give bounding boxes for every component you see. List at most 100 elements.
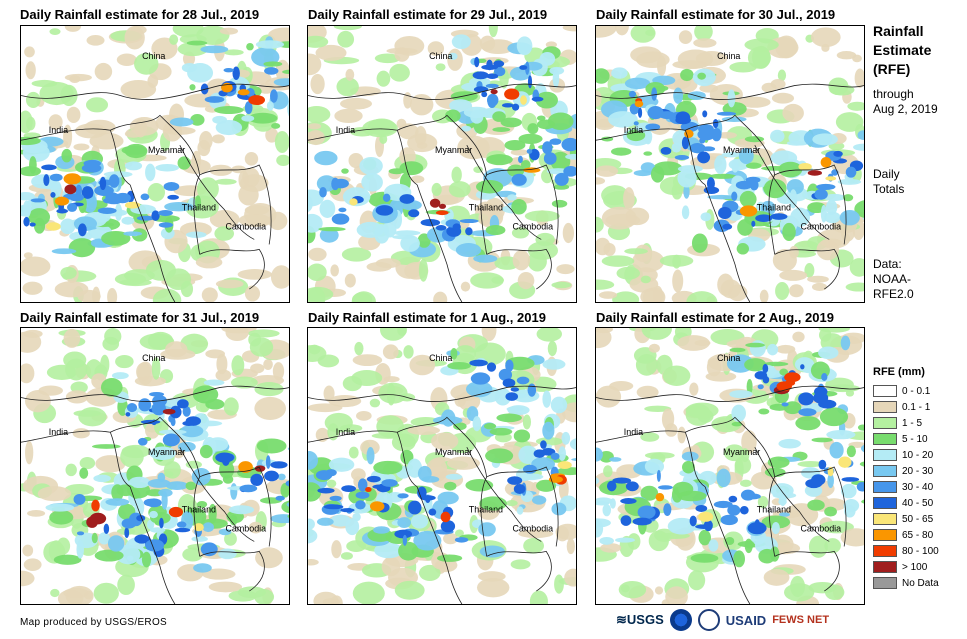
legend-label: 30 - 40 <box>902 481 934 493</box>
legend-swatch <box>873 561 897 573</box>
legend-item: 80 - 100 <box>873 543 939 559</box>
country-borders <box>21 385 289 604</box>
legend-item: 20 - 30 <box>873 463 939 479</box>
legend-swatch <box>873 465 897 477</box>
map-label-myanmar: Myanmar <box>435 447 472 457</box>
usgs-logo: ≋USGS <box>616 612 664 627</box>
noaa-logo <box>669 609 692 631</box>
map-panel: China India Myanmar Thailand Cambodia <box>307 327 577 605</box>
map-label-india: India <box>49 427 68 437</box>
map-label-myanmar: Myanmar <box>435 145 472 155</box>
map-label-china: China <box>142 51 165 61</box>
legend-swatch <box>873 401 897 413</box>
legend-item: No Data <box>873 575 939 591</box>
legend-item: 10 - 20 <box>873 447 939 463</box>
legend-label: 20 - 30 <box>902 465 934 477</box>
legend-item: > 100 <box>873 559 939 575</box>
map-label-cambodia: Cambodia <box>512 222 553 232</box>
panel-title-3: Daily Rainfall estimate for 30 Jul., 201… <box>596 7 836 22</box>
map-credit: Map produced by USGS/EROS <box>20 617 168 628</box>
sidebar-daily-totals: Daily Totals <box>873 167 905 196</box>
legend-label: 50 - 65 <box>902 513 934 525</box>
map-label-china: China <box>142 353 165 363</box>
country-borders <box>21 83 289 302</box>
legend-swatch <box>873 385 897 397</box>
map-label-thailand: Thailand <box>182 505 216 515</box>
legend-label: 40 - 50 <box>902 497 934 509</box>
country-borders <box>596 83 864 302</box>
map-panel: China India Myanmar Thailand Cambodia <box>20 327 290 605</box>
sidebar-through-date: through Aug 2, 2019 <box>873 87 938 116</box>
map-panel: China India Myanmar Thailand Cambodia <box>595 25 865 303</box>
legend-label: 0.1 - 1 <box>902 401 931 413</box>
legend-swatch <box>873 449 897 461</box>
map-label-india: India <box>624 125 643 135</box>
map-label-thailand: Thailand <box>757 203 791 213</box>
map-label-china: China <box>717 353 740 363</box>
legend-item: 30 - 40 <box>873 479 939 495</box>
legend-swatch <box>873 545 897 557</box>
map-label-china: China <box>717 51 740 61</box>
map-panel: China India Myanmar Thailand Cambodia <box>20 25 290 303</box>
sidebar-title: Rainfall Estimate (RFE) <box>873 23 932 77</box>
legend-swatch <box>873 497 897 509</box>
map-panel: China India Myanmar Thailand Cambodia <box>307 25 577 303</box>
legend-item: 50 - 65 <box>873 511 939 527</box>
map-label-india: India <box>49 125 68 135</box>
rainfall-map: China India Myanmar Thailand Cambodia <box>21 328 289 604</box>
map-label-myanmar: Myanmar <box>148 145 185 155</box>
country-borders <box>596 385 864 604</box>
legend-label: 1 - 5 <box>902 417 923 429</box>
rainfall-map: China India Myanmar Thailand Cambodia <box>596 26 864 302</box>
map-label-cambodia: Cambodia <box>512 524 553 534</box>
panel-title-1: Daily Rainfall estimate for 28 Jul., 201… <box>20 7 260 22</box>
map-label-cambodia: Cambodia <box>225 222 266 232</box>
rainfall-map: China India Myanmar Thailand Cambodia <box>596 328 864 604</box>
legend-label: 0 - 0.1 <box>902 385 931 397</box>
legend-label: 10 - 20 <box>902 449 934 461</box>
legend-item: 1 - 5 <box>873 415 939 431</box>
usaid-logo: USAID <box>725 612 767 628</box>
legend-label: > 100 <box>902 561 928 573</box>
map-label-thailand: Thailand <box>469 505 503 515</box>
rainfall-map: China India Myanmar Thailand Cambodia <box>21 26 289 302</box>
map-label-thailand: Thailand <box>469 203 503 213</box>
legend-item: 5 - 10 <box>873 431 939 447</box>
map-label-cambodia: Cambodia <box>225 524 266 534</box>
sidebar-data-source: Data: NOAA- RFE2.0 <box>873 257 914 301</box>
map-label-cambodia: Cambodia <box>800 524 841 534</box>
legend-item: 0.1 - 1 <box>873 399 939 415</box>
legend-label: No Data <box>902 577 939 589</box>
country-borders <box>308 83 576 302</box>
panel-title-2: Daily Rainfall estimate for 29 Jul., 201… <box>308 7 548 22</box>
panel-title-5: Daily Rainfall estimate for 1 Aug., 2019 <box>308 310 546 325</box>
map-label-myanmar: Myanmar <box>148 447 185 457</box>
panel-title-6: Daily Rainfall estimate for 2 Aug., 2019 <box>596 310 834 325</box>
legend-swatch <box>873 417 897 429</box>
legend-swatch <box>873 433 897 445</box>
map-label-thailand: Thailand <box>182 203 216 213</box>
legend-item: 0 - 0.1 <box>873 383 939 399</box>
legend: 0 - 0.1 0.1 - 1 1 - 5 5 - 10 10 - 20 20 - 30 3… <box>873 383 939 591</box>
legend-label: 5 - 10 <box>902 433 928 445</box>
legend-label: 80 - 100 <box>902 545 939 557</box>
map-label-india: India <box>624 427 643 437</box>
panel-title-4: Daily Rainfall estimate for 31 Jul., 201… <box>20 310 260 325</box>
usaid-seal-icon <box>697 609 720 631</box>
map-label-china: China <box>429 353 452 363</box>
legend-label: 65 - 80 <box>902 529 934 541</box>
map-label-china: China <box>429 51 452 61</box>
footer-logos: ≋USGS USAID FEWS NET <box>616 607 829 633</box>
legend-swatch <box>873 529 897 541</box>
rainfall-map: China India Myanmar Thailand Cambodia <box>308 26 576 302</box>
fewsnet-logo: FEWS NET <box>772 614 830 626</box>
legend-swatch <box>873 513 897 525</box>
legend-item: 65 - 80 <box>873 527 939 543</box>
legend-item: 40 - 50 <box>873 495 939 511</box>
map-label-myanmar: Myanmar <box>723 447 760 457</box>
legend-title: RFE (mm) <box>873 366 925 378</box>
map-label-myanmar: Myanmar <box>723 145 760 155</box>
legend-swatch <box>873 481 897 493</box>
map-label-cambodia: Cambodia <box>800 222 841 232</box>
map-panel: China India Myanmar Thailand Cambodia <box>595 327 865 605</box>
